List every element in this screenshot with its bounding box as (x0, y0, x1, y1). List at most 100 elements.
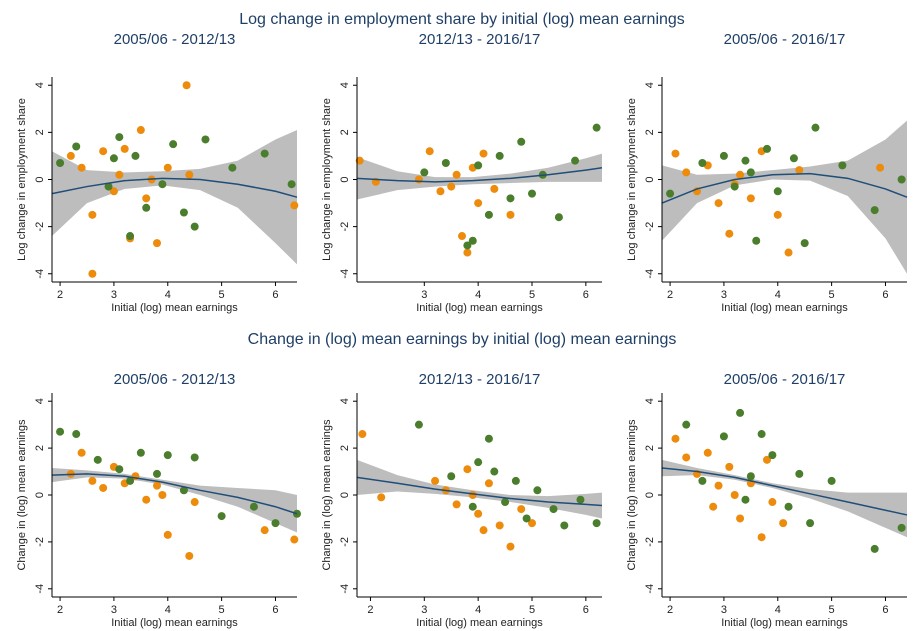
point (773, 187, 782, 196)
x-tick-label: 3 (111, 289, 117, 301)
x-tick-label: 2 (667, 289, 673, 301)
x-tick-label: 2 (667, 604, 673, 616)
point (682, 453, 691, 462)
point (746, 472, 755, 481)
point (142, 495, 151, 504)
point (752, 236, 761, 245)
point (290, 535, 299, 544)
confidence-band (52, 130, 297, 265)
x-tick-label: 3 (721, 289, 727, 301)
x-tick-label: 4 (165, 289, 171, 301)
x-axis-label: Initial (log) mean earnings (111, 617, 238, 629)
point (666, 189, 675, 198)
confidence-band (662, 120, 907, 274)
point (671, 149, 680, 158)
point (757, 430, 766, 439)
fit-line (51, 473, 298, 515)
point (290, 201, 299, 210)
point (458, 232, 466, 241)
point (576, 495, 585, 504)
x-tick-label: 6 (583, 604, 589, 616)
point (698, 159, 707, 168)
point (698, 476, 707, 485)
point (725, 229, 734, 238)
x-tick-label: 6 (272, 289, 278, 301)
point (190, 222, 199, 231)
x-tick-label: 5 (219, 604, 225, 616)
point (185, 170, 194, 179)
point (795, 469, 804, 478)
confidence-band (357, 459, 602, 519)
y-tick-label: -4 (34, 584, 46, 594)
y-tick-label: 4 (34, 82, 46, 88)
point (495, 521, 504, 530)
point (768, 498, 777, 507)
point (592, 519, 601, 528)
group-title: Log change in employment share by initia… (239, 11, 685, 28)
point (484, 479, 493, 488)
x-tick-label: 5 (219, 289, 225, 301)
point (719, 432, 728, 441)
point (484, 434, 493, 443)
point (260, 526, 269, 535)
point (163, 163, 172, 172)
confidence-band (662, 459, 907, 538)
y-axis-label: Log change in employment share (321, 98, 333, 261)
x-tick-label: 4 (475, 604, 481, 616)
point (447, 472, 456, 481)
y-tick-label: 4 (339, 82, 351, 88)
y-tick-label: 0 (339, 176, 351, 182)
point (158, 180, 167, 189)
point (153, 481, 161, 490)
point (452, 500, 461, 509)
x-tick-label: 3 (421, 604, 427, 616)
x-tick-label: 5 (529, 604, 535, 616)
point (474, 509, 483, 518)
point (158, 491, 167, 499)
point (571, 156, 580, 165)
y-tick-label: -2 (644, 222, 656, 232)
point (811, 123, 820, 132)
x-tick-label: 2 (57, 289, 63, 301)
y-tick-label: 0 (339, 492, 351, 498)
point (77, 163, 86, 172)
point (746, 168, 755, 177)
point (474, 161, 483, 170)
point (217, 512, 226, 521)
point (838, 161, 847, 170)
y-tick-label: -4 (339, 584, 351, 594)
panel-title: 2012/13 - 2016/17 (419, 31, 541, 48)
point (120, 144, 129, 153)
point (126, 232, 135, 241)
point (501, 498, 510, 507)
point (447, 182, 456, 191)
y-tick-label: -4 (34, 269, 46, 279)
point (522, 514, 531, 523)
x-tick-label: 5 (829, 604, 835, 616)
x-tick-label: 5 (829, 289, 835, 301)
point (474, 199, 483, 208)
point (104, 182, 113, 191)
point (784, 248, 793, 257)
point (441, 159, 450, 168)
point (72, 142, 81, 151)
point (763, 144, 771, 153)
point (153, 239, 161, 248)
x-tick-label: 6 (583, 289, 589, 301)
point (56, 427, 65, 436)
point (463, 248, 472, 257)
point (554, 213, 563, 222)
fit-line (661, 172, 908, 204)
point (682, 168, 691, 177)
point (468, 502, 477, 511)
panel-title: 2005/06 - 2012/13 (114, 371, 236, 388)
point (709, 502, 718, 511)
point (88, 210, 97, 219)
y-axis-label: Log change in employment share (626, 98, 638, 261)
point (99, 147, 108, 156)
point (506, 210, 515, 219)
x-tick-label: 4 (475, 289, 481, 301)
x-axis-label: Initial (log) mean earnings (721, 302, 848, 314)
point (271, 519, 280, 528)
point (474, 458, 483, 467)
